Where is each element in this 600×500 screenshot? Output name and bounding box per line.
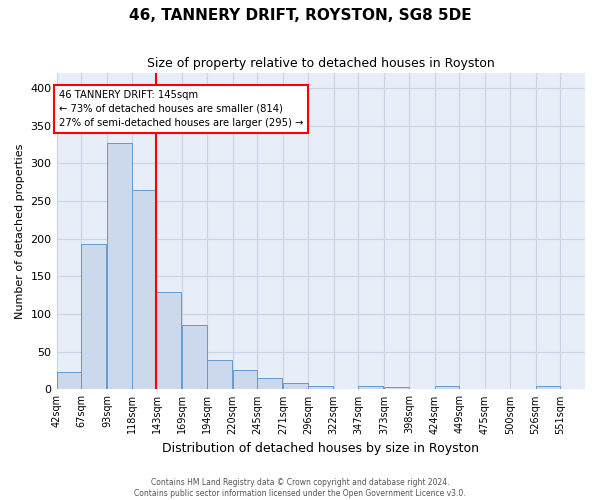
Bar [107,143,132,390]
X-axis label: Distribution of detached houses by size in Royston: Distribution of detached houses by size … [162,442,479,455]
Title: Size of property relative to detached houses in Royston: Size of property relative to detached ho… [147,58,494,70]
Text: Contains HM Land Registry data © Crown copyright and database right 2024.
Contai: Contains HM Land Registry data © Crown c… [134,478,466,498]
Bar [536,386,560,390]
Bar [358,386,383,390]
Bar [233,370,257,390]
Bar [207,360,232,390]
Bar [182,324,207,390]
Text: 46, TANNERY DRIFT, ROYSTON, SG8 5DE: 46, TANNERY DRIFT, ROYSTON, SG8 5DE [128,8,472,22]
Bar [283,384,308,390]
Bar [434,386,460,390]
Bar [132,190,157,390]
Bar [384,387,409,390]
Bar [56,372,81,390]
Text: 46 TANNERY DRIFT: 145sqm
← 73% of detached houses are smaller (814)
27% of semi-: 46 TANNERY DRIFT: 145sqm ← 73% of detach… [59,90,303,128]
Bar [257,378,282,390]
Bar [308,386,332,390]
Bar [81,244,106,390]
Bar [157,292,181,390]
Y-axis label: Number of detached properties: Number of detached properties [15,144,25,319]
